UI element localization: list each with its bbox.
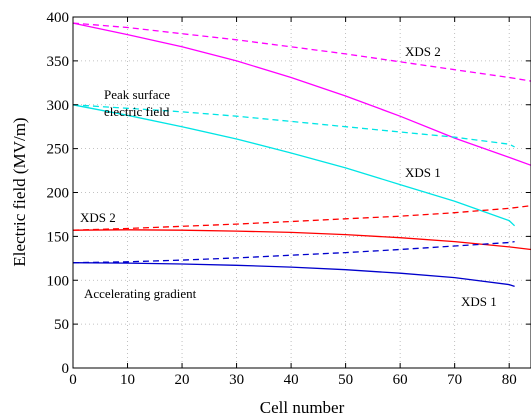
- x-tick-label: 10: [120, 372, 135, 388]
- series-line-1: [72, 22, 531, 166]
- series-line-2: [72, 22, 531, 82]
- x-axis-label: Cell number: [260, 398, 345, 417]
- y-tick-label: 200: [47, 186, 70, 202]
- y-tick-label: 350: [47, 54, 70, 70]
- series-line-5: [72, 229, 531, 251]
- series-group: [72, 22, 531, 288]
- annotation-peak-surface-line2: electric field: [104, 104, 170, 119]
- annotation-xds2-acc: XDS 2: [80, 210, 116, 225]
- series-line-3: [72, 104, 516, 227]
- x-tick-label: 50: [338, 372, 353, 388]
- x-tick-label: 60: [393, 372, 408, 388]
- y-tick-label: 0: [62, 361, 70, 377]
- ticks: 0 10 20 30 40 50 60 70 80 0 50 100 150 200 250 300 350 40…: [47, 10, 531, 388]
- x-tick-label: 70: [447, 372, 462, 388]
- x-tick-label: 30: [229, 372, 244, 388]
- annotation-accelerating-gradient: Accelerating gradient: [84, 286, 197, 301]
- series-line-6: [72, 205, 531, 231]
- grid: [73, 17, 531, 368]
- annotation-xds2-peak: XDS 2: [405, 44, 441, 59]
- x-tick-label: 0: [69, 372, 77, 388]
- series-line-4: [72, 104, 515, 148]
- series-line-7: [72, 262, 515, 288]
- y-tick-label: 50: [54, 317, 69, 333]
- y-tick-label: 300: [47, 98, 70, 114]
- x-tick-label: 80: [502, 372, 517, 388]
- y-axis-label: Electric field (MV/m): [10, 117, 29, 266]
- y-tick-label: 100: [47, 273, 70, 289]
- annotation-xds1-peak: XDS 1: [405, 165, 441, 180]
- x-tick-label: 20: [175, 372, 190, 388]
- annotation-xds1-acc: XDS 1: [461, 294, 497, 309]
- y-tick-label: 400: [47, 10, 70, 26]
- series-line-8: [72, 240, 515, 264]
- y-tick-label: 150: [47, 229, 70, 245]
- annotation-peak-surface-line1: Peak surface: [104, 87, 170, 102]
- y-tick-label: 250: [47, 142, 70, 158]
- x-tick-label: 40: [284, 372, 299, 388]
